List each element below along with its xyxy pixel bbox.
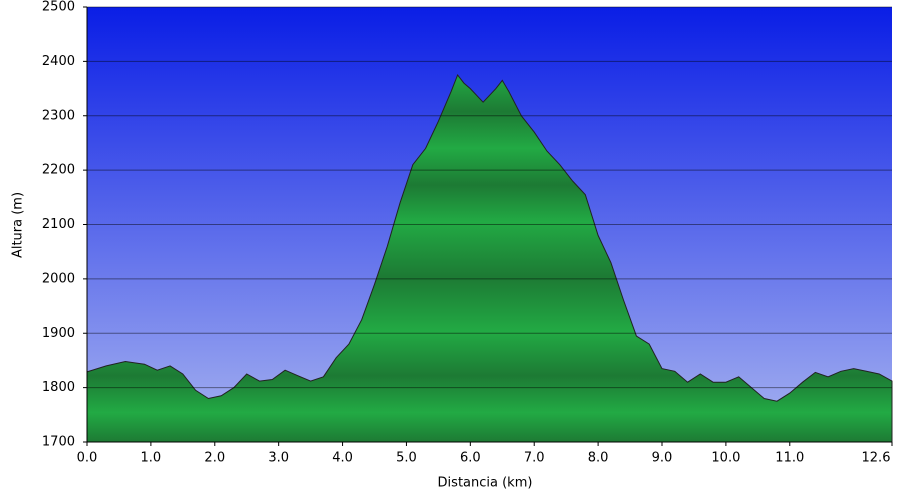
y-tick-label: 2500 [42, 0, 75, 15]
x-tick-label: 8.0 [588, 451, 609, 466]
y-tick-label: 2400 [42, 54, 75, 69]
y-tick-label: 2000 [42, 271, 75, 286]
x-axis-label: Distancia (km) [438, 476, 533, 491]
x-tick-label: 11.0 [775, 451, 804, 466]
y-tick-label: 1900 [42, 326, 75, 341]
elevation-area [86, 73, 893, 443]
y-tick-label: 1800 [42, 380, 75, 395]
x-tick-label: 1.0 [141, 451, 162, 466]
x-tick-label: 7.0 [524, 451, 545, 466]
x-tick-label: 6.0 [460, 451, 481, 466]
x-tick-label: 3.0 [268, 451, 289, 466]
x-tick-label: 5.0 [396, 451, 417, 466]
y-axis-label: Altura (m) [11, 192, 26, 258]
x-tick-label: 4.0 [332, 451, 353, 466]
x-tick-label: 10.0 [711, 451, 740, 466]
x-tick-label: 9.0 [652, 451, 673, 466]
y-tick-label: 1700 [42, 435, 75, 450]
x-tick-label: 0.0 [77, 451, 98, 466]
y-tick-label: 2200 [42, 163, 75, 178]
y-tick-label: 2300 [42, 108, 75, 123]
x-tick-label: 2.0 [204, 451, 225, 466]
y-tick-label: 2100 [42, 217, 75, 232]
x-tick-label: 12.6 [862, 451, 891, 466]
